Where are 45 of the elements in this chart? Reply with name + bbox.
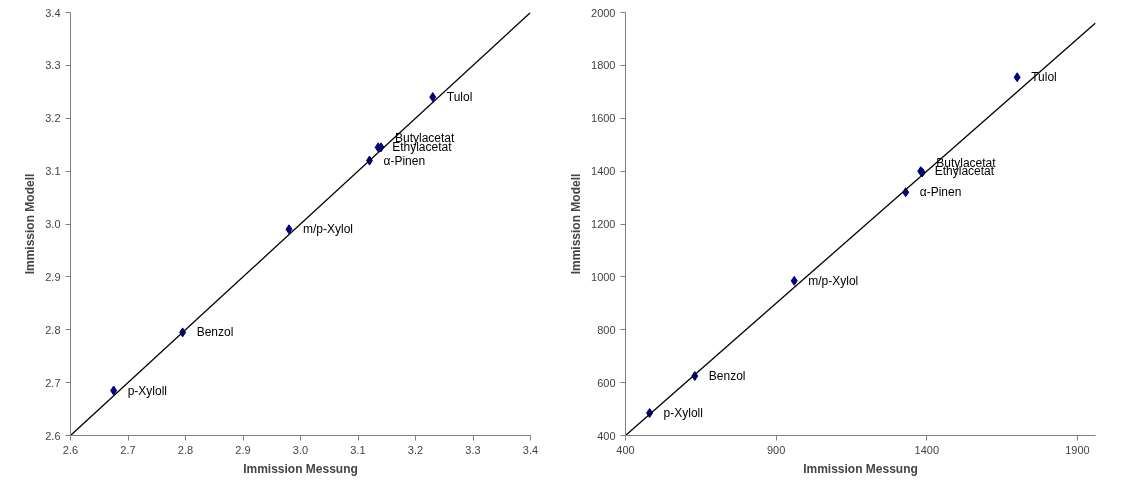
x-tick-label: 3.0 xyxy=(292,443,309,456)
annotation: m/p-Xylol xyxy=(808,273,859,288)
y-axis-title: Immission Modell xyxy=(23,173,38,275)
annotation: α-Pinen xyxy=(383,153,426,168)
x-tick-label: 1400 xyxy=(914,443,940,456)
annotation: Benzol xyxy=(196,325,234,340)
y-tick-label: 400 xyxy=(597,429,616,442)
y-tick-label: 2.8 xyxy=(45,323,61,336)
y-tick-label: 3.0 xyxy=(45,218,61,230)
annotation: Tulol xyxy=(446,90,473,105)
y-tick-label: 3.3 xyxy=(45,59,61,72)
annotation: α-Pinen xyxy=(919,185,962,200)
y-tick-label: 1000 xyxy=(591,270,616,283)
annotation: Benzol xyxy=(708,369,746,384)
x-axis-title: Immission Messung xyxy=(803,461,918,476)
y-tick-label: 2.6 xyxy=(45,429,61,442)
x-tick-label: 3.1 xyxy=(350,443,366,456)
x-tick-label: 2.8 xyxy=(177,443,194,456)
y-tick-label: 1600 xyxy=(591,112,616,125)
y-tick-label: 1200 xyxy=(591,218,616,230)
x-tick-label: 2.6 xyxy=(62,443,79,456)
x-axis-title: Immission Messung xyxy=(243,461,358,476)
y-tick-label: 1800 xyxy=(591,59,616,72)
annotation: m/p-Xylol xyxy=(303,222,354,237)
y-tick-label: 1400 xyxy=(591,165,616,178)
y-tick-label: 3.1 xyxy=(45,165,61,178)
x-tick-label: 3.2 xyxy=(407,443,424,456)
x-tick-label: 400 xyxy=(616,443,635,456)
x-tick-label: 2.9 xyxy=(235,443,251,456)
y-tick-label: 2000 xyxy=(591,6,616,19)
annotation: Tulol xyxy=(1031,70,1057,85)
y-tick-label: 600 xyxy=(597,376,616,389)
y-tick-label: 800 xyxy=(597,323,616,336)
y-tick-label: 3.2 xyxy=(45,112,61,125)
x-tick-label: 900 xyxy=(766,443,786,456)
y-tick-label: 3.4 xyxy=(45,6,61,19)
x-tick-label: 1900 xyxy=(1065,443,1090,456)
annotation: p-Xyloll xyxy=(663,406,703,421)
y-tick-label: 2.7 xyxy=(45,376,61,389)
y-tick-label: 2.9 xyxy=(45,270,61,283)
y-axis-title: Immission Modell xyxy=(569,173,584,275)
x-tick-label: 3.3 xyxy=(465,443,481,456)
x-tick-label: 2.7 xyxy=(120,443,136,456)
annotation: p-Xyloll xyxy=(127,383,167,398)
x-tick-label: 3.4 xyxy=(522,443,539,456)
